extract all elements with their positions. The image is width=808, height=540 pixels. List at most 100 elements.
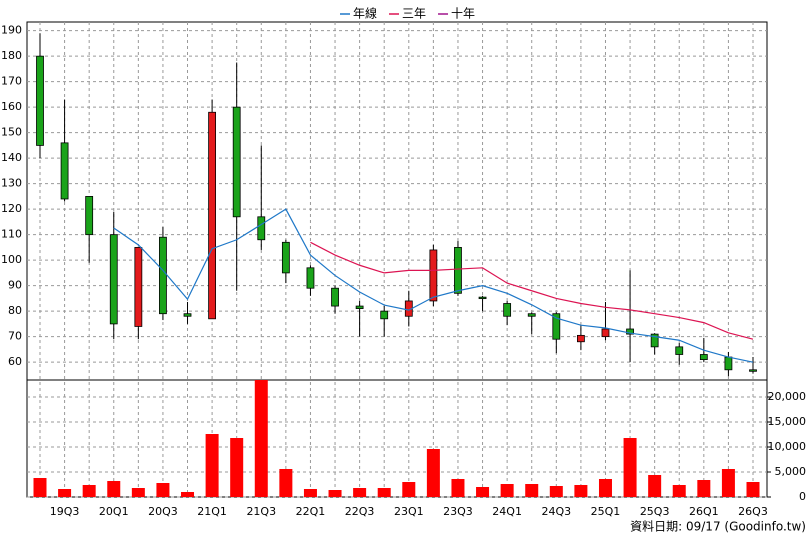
candle-body: [626, 328, 634, 335]
y-tick-label: 60: [8, 355, 22, 368]
candle-body: [675, 346, 684, 355]
candle-body: [60, 142, 69, 200]
x-tick-label: 23Q3: [443, 505, 473, 518]
candle-body: [601, 328, 610, 338]
y-tick-label: 100: [1, 253, 22, 266]
y-tick-label: 110: [1, 228, 22, 241]
volume-bar: [33, 478, 47, 497]
volume-bar: [303, 489, 317, 497]
candle-body: [699, 354, 708, 361]
candle-body: [478, 296, 487, 300]
volume-bar: [623, 438, 637, 497]
y-tick-label: 130: [1, 177, 22, 190]
legend-label: 三年: [402, 7, 426, 21]
volume-bar: [525, 484, 539, 497]
volume-bar: [131, 488, 145, 497]
y-tick-label: 180: [1, 49, 22, 62]
y-tick-label: 140: [1, 151, 22, 164]
volume-bar: [328, 490, 342, 497]
y-tick-label: 70: [8, 330, 22, 343]
volume-bar: [107, 481, 121, 497]
candle-body: [36, 55, 44, 146]
volume-bar: [82, 485, 96, 497]
volume-bar: [500, 484, 514, 497]
y2-tick-label: 20,000: [768, 390, 807, 403]
y2-tick-label: 5,000: [775, 465, 807, 478]
candle-body: [208, 111, 217, 320]
candle-body: [183, 313, 192, 317]
x-tick-label: 19Q3: [50, 505, 80, 518]
candle-body: [576, 334, 585, 343]
volume-bar: [451, 479, 465, 497]
candle-body: [724, 356, 733, 371]
footnote: 資料日期: 09/17 (Goodinfo.tw): [630, 520, 806, 534]
y2-tick-label: 15,000: [768, 415, 807, 428]
volume-bar: [476, 487, 490, 497]
y-tick-label: 80: [8, 304, 22, 317]
candle-body: [134, 247, 143, 327]
candle-body: [109, 234, 118, 325]
volume-bar: [746, 482, 760, 497]
candle-body: [454, 247, 462, 294]
plot-frame: [26, 21, 768, 498]
candle-body: [159, 236, 167, 315]
x-tick-label: 24Q1: [492, 505, 522, 518]
x-tick-label: 21Q1: [197, 505, 227, 518]
volume-bar: [549, 486, 563, 497]
volume-bar: [598, 479, 612, 497]
y-tick-label: 160: [1, 100, 22, 113]
x-tick-label: 26Q1: [689, 505, 719, 518]
line-series: [310, 241, 754, 340]
x-tick-label: 25Q1: [591, 505, 621, 518]
candle-body: [232, 106, 241, 218]
candle-body: [650, 333, 659, 348]
volume-bar: [721, 469, 735, 497]
legend-label: 年線: [353, 6, 377, 21]
candle-body: [749, 369, 757, 372]
x-tick-label: 20Q1: [99, 505, 129, 518]
x-tick-label: 24Q3: [541, 505, 571, 518]
volume-bar: [672, 485, 686, 497]
volume-bar: [254, 380, 268, 497]
candle-body: [331, 287, 339, 307]
y-tick-label: 90: [8, 279, 22, 292]
volume-bar: [648, 475, 662, 497]
y-tick-label: 190: [1, 24, 22, 37]
x-tick-label: 22Q3: [345, 505, 375, 518]
volume-bar: [279, 469, 293, 497]
volume-bar: [156, 483, 170, 497]
candle-body: [527, 313, 536, 317]
y2-tick-label: 10,000: [768, 440, 807, 453]
volume-bar: [697, 480, 711, 497]
candle-body: [355, 305, 364, 310]
legend-label: 十年: [451, 7, 475, 21]
candle-body: [306, 267, 315, 289]
line-series: [113, 208, 754, 363]
candle-body: [552, 313, 561, 340]
candle-body: [85, 196, 94, 236]
candle-body: [503, 303, 512, 317]
volume-bar: [574, 485, 588, 497]
volume-bar: [230, 438, 244, 497]
volume-bar: [58, 489, 72, 497]
volume-bar: [353, 488, 367, 497]
volume-bar: [205, 434, 219, 497]
volume-bar: [426, 449, 440, 497]
y-tick-label: 120: [1, 202, 22, 215]
y-tick-label: 170: [1, 75, 22, 88]
candle-body: [429, 249, 438, 302]
x-tick-label: 22Q1: [296, 505, 326, 518]
x-tick-label: 26Q3: [738, 505, 768, 518]
candle-body: [380, 310, 389, 320]
y-tick-label: 150: [1, 126, 22, 139]
y2-tick-label: 0: [799, 490, 806, 503]
x-tick-label: 23Q1: [394, 505, 424, 518]
x-tick-label: 25Q3: [640, 505, 670, 518]
volume-bar: [181, 492, 195, 497]
x-tick-label: 21Q3: [246, 505, 276, 518]
x-tick-label: 20Q3: [148, 505, 178, 518]
volume-bar: [402, 482, 416, 497]
volume-bar: [377, 488, 391, 497]
candle-body: [281, 241, 290, 274]
